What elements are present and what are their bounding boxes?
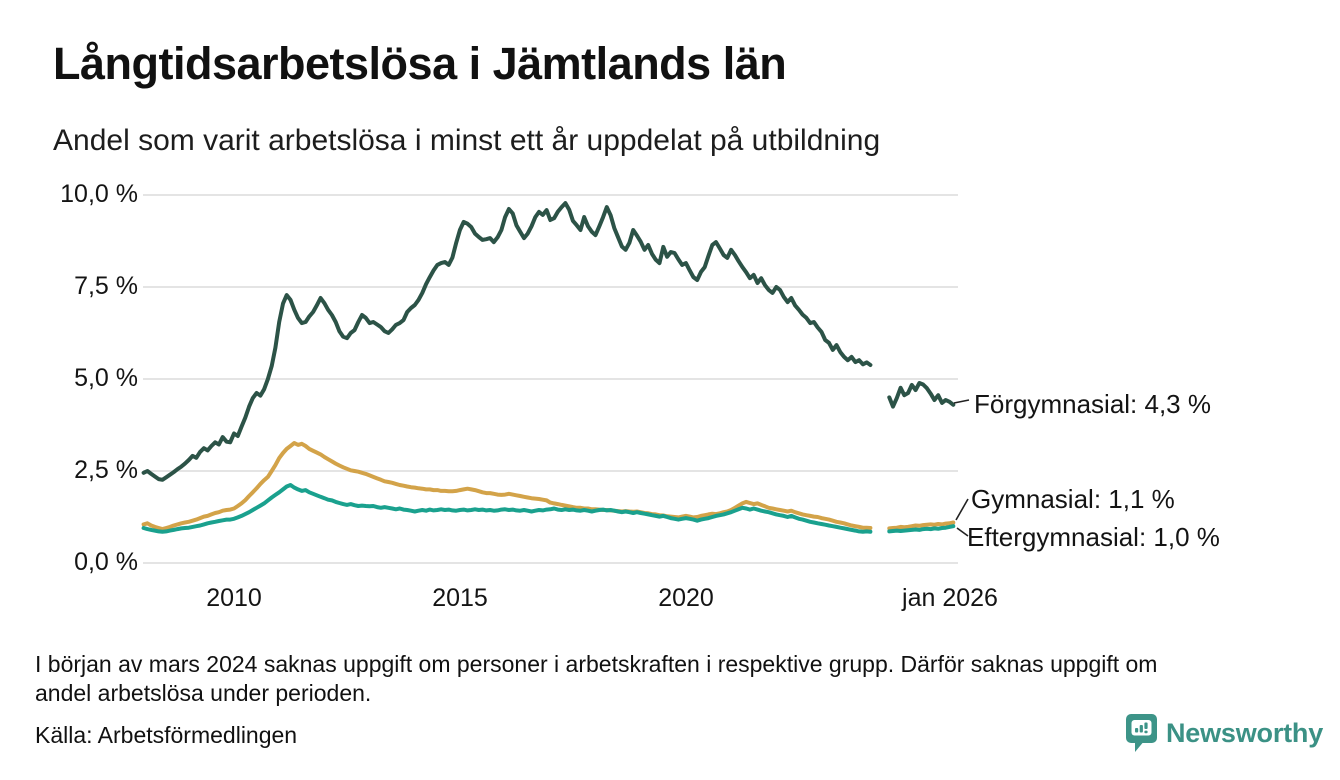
footnote-line-2: andel arbetslösa under perioden. xyxy=(35,680,372,706)
newsworthy-wordmark: Newsworthy xyxy=(1166,717,1324,748)
y-axis-tick-label: 0,0 % xyxy=(74,548,138,576)
series-line-eftergymnasial xyxy=(141,483,956,534)
chart-title: Långtidsarbetslösa i Jämtlands län xyxy=(53,38,787,89)
chart-subtitle: Andel som varit arbetslösa i minst ett å… xyxy=(53,124,881,157)
series-label-gymnasial: Gymnasial: 1,1 % xyxy=(971,484,1175,514)
newsworthy-bubble-chart-icon xyxy=(1126,714,1157,752)
chart-footnote: I början av mars 2024 saknas uppgift om … xyxy=(35,650,1157,708)
footnote-line-1: I början av mars 2024 saknas uppgift om … xyxy=(35,651,1158,677)
newsworthy-logo: Newsworthy xyxy=(1126,714,1323,752)
x-axis-tick-label: 2010 xyxy=(206,584,262,612)
source-line: Källa: Arbetsförmedlingen xyxy=(35,722,298,748)
x-axis-tick-label: jan 2026 xyxy=(902,584,998,612)
y-axis-tick-label: 7,5 % xyxy=(74,272,138,300)
series-label-forgymnasial: Förgymnasial: 4,3 % xyxy=(974,389,1211,419)
series-line-gymnasial xyxy=(141,441,956,532)
series-line-förgymnasial xyxy=(141,201,956,482)
y-axis-tick-label: 2,5 % xyxy=(74,456,138,484)
series-label-eftergymnasial: Eftergymnasial: 1,0 % xyxy=(967,522,1220,552)
y-axis-tick-label: 10,0 % xyxy=(60,180,138,208)
y-axis-tick-label: 5,0 % xyxy=(74,364,138,392)
x-axis-tick-label: 2020 xyxy=(658,584,714,612)
x-axis-tick-label: 2015 xyxy=(432,584,488,612)
